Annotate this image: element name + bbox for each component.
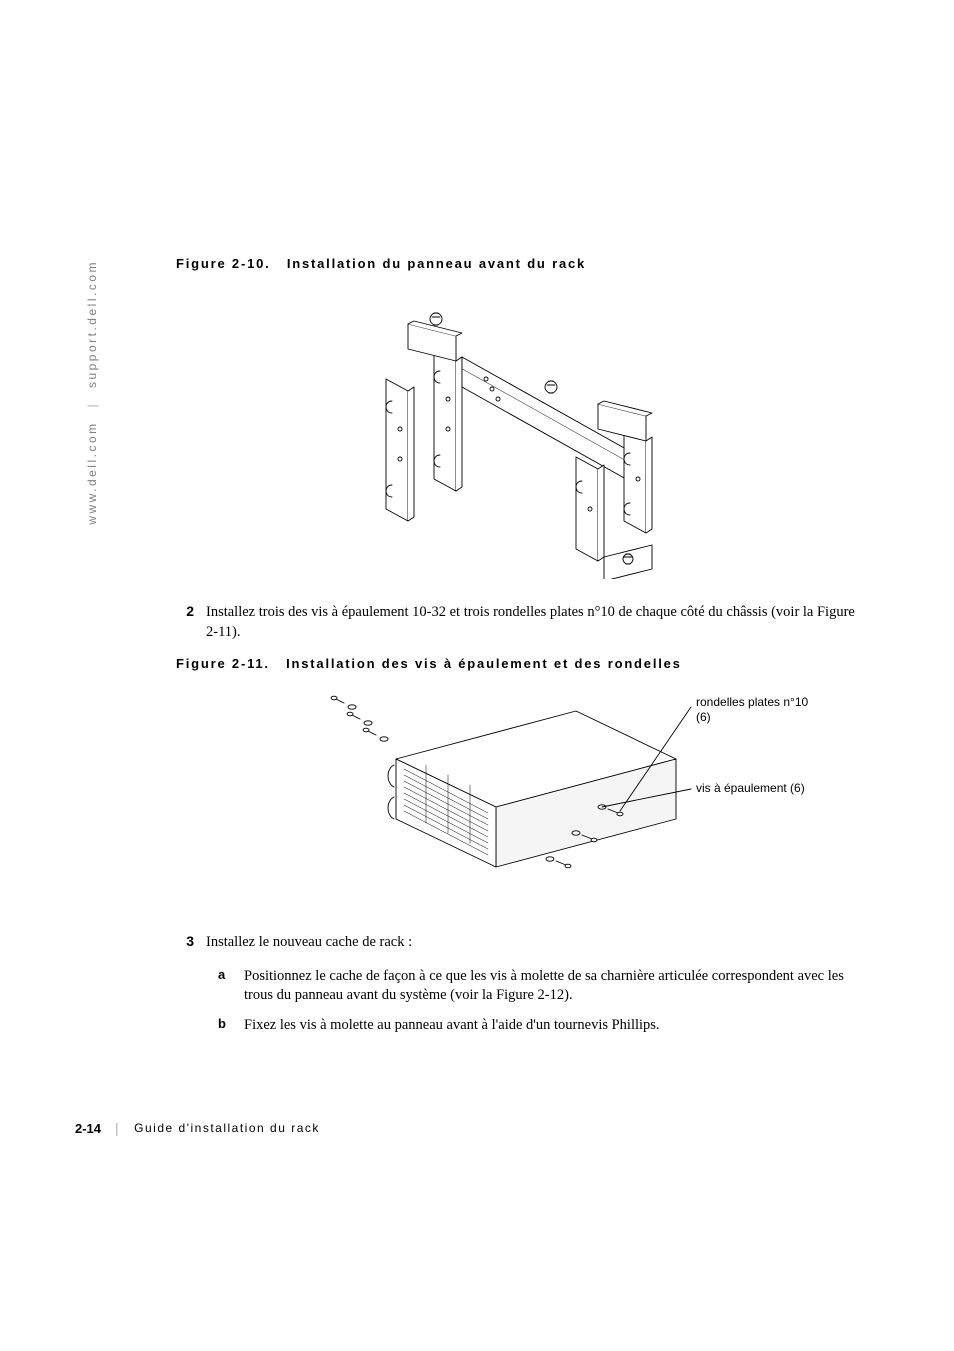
step-3-text: Installez le nouveau cache de rack : — [206, 933, 856, 953]
footer-separator: | — [115, 1120, 120, 1136]
content-area: Figure 2-10. Installation du panneau ava… — [176, 256, 856, 1045]
figure-2-11-label: Figure 2-11. — [176, 656, 270, 671]
substep-a-letter: a — [218, 967, 244, 982]
substep-a-text: Positionnez le cache de façon à ce que l… — [244, 967, 856, 1006]
page-footer: 2-14 | Guide d'installation du rack — [75, 1120, 320, 1136]
figure-2-10-svg — [356, 289, 676, 579]
figure-2-10-label: Figure 2-10. — [176, 256, 271, 271]
side-url: www.dell.com | support.dell.com — [85, 260, 99, 525]
figure-2-11-title: Installation des vis à épaulement et des… — [286, 656, 682, 671]
footer-title: Guide d'installation du rack — [134, 1121, 320, 1135]
figure-2-11-caption: Figure 2-11. Installation des vis à épau… — [176, 656, 856, 671]
side-separator: | — [85, 402, 99, 408]
figure-2-10-caption: Figure 2-10. Installation du panneau ava… — [176, 256, 856, 271]
callout-washers: rondelles plates n°10 (6) — [696, 695, 816, 725]
step-2-text: Installez trois des vis à épaulement 10-… — [206, 603, 856, 642]
callout-screws: vis à épaulement (6) — [696, 781, 816, 796]
figure-2-11-box: rondelles plates n°10 (6) vis à épauleme… — [176, 689, 856, 909]
side-url-left: www.dell.com — [85, 421, 99, 524]
figure-2-11-svg — [276, 689, 756, 899]
side-url-right: support.dell.com — [85, 260, 99, 388]
figure-2-10-box — [176, 289, 856, 579]
substep-b-row: b Fixez les vis à molette au panneau ava… — [218, 1016, 856, 1036]
footer-page-number: 2-14 — [75, 1121, 101, 1136]
page: www.dell.com | support.dell.com Figure 2… — [0, 0, 954, 1351]
substep-b-text: Fixez les vis à molette au panneau avant… — [244, 1016, 856, 1036]
step-3-number: 3 — [176, 933, 206, 949]
substep-b-letter: b — [218, 1016, 244, 1031]
substep-a-row: a Positionnez le cache de façon à ce que… — [218, 967, 856, 1006]
figure-2-10-title: Installation du panneau avant du rack — [287, 256, 586, 271]
step-2-row: 2 Installez trois des vis à épaulement 1… — [176, 603, 856, 642]
step-2-number: 2 — [176, 603, 206, 619]
step-3-row: 3 Installez le nouveau cache de rack : — [176, 933, 856, 953]
